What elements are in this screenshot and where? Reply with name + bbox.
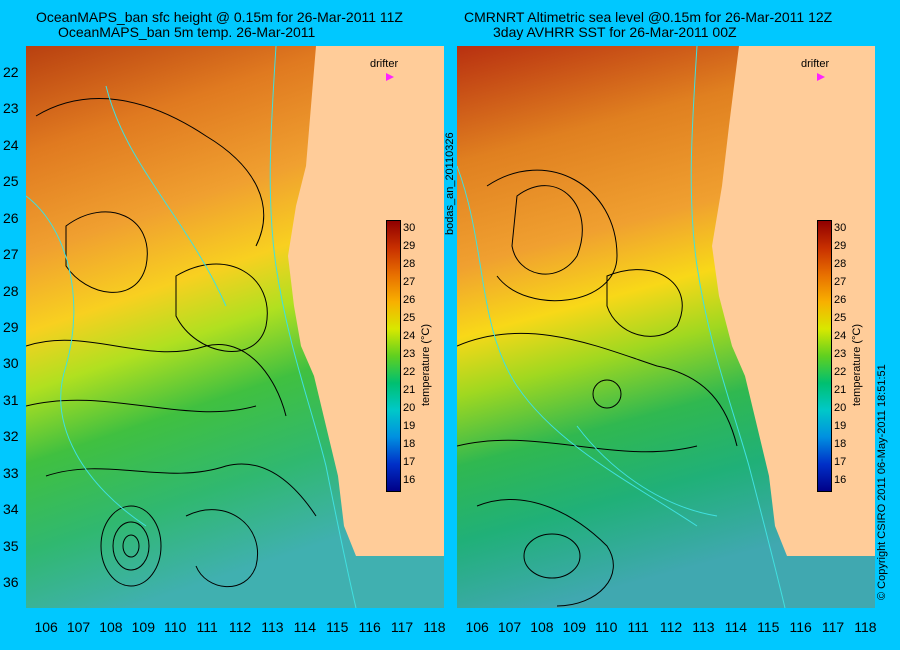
lon-tick-label-left: 115: [326, 620, 348, 634]
lon-tick-label-left: 116: [358, 620, 380, 634]
drifter-label-right: drifter: [801, 58, 829, 70]
right-map-panel: drifter temperature (°C) 30 29 28 27 26 25 24 2…: [457, 46, 875, 608]
colorbar-tick-label: 26: [834, 295, 846, 306]
colorbar-tick-label: 16: [834, 475, 846, 486]
lon-tick-label-left: 113: [261, 620, 283, 634]
left-map-panel: drifter temperature (°C) 30 29 28 27 26 25 24 2…: [26, 46, 444, 608]
colorbar-tick-label: 19: [403, 421, 415, 432]
colorbar-tick-label: 26: [403, 295, 415, 306]
colorbar-tick-label: 24: [403, 331, 415, 342]
colorbar-tick-label: 28: [403, 259, 415, 270]
lon-tick-label-left: 112: [229, 620, 251, 634]
colorbar-tick-label: 18: [834, 439, 846, 450]
left-title-line2: OceanMAPS_ban 5m temp. 26-Mar-2011: [58, 25, 315, 40]
colorbar-tick-label: 30: [834, 223, 846, 234]
colorbar-tick-label: 30: [403, 223, 415, 234]
right-map-svg: [457, 46, 875, 608]
lat-tick-label: 27: [3, 247, 19, 261]
lon-tick-label-left: 107: [67, 620, 90, 634]
drifter-label-left: drifter: [370, 58, 398, 70]
lon-tick-label-right: 117: [822, 620, 844, 634]
colorbar-tick-label: 16: [403, 475, 415, 486]
lon-tick-label-right: 107: [498, 620, 521, 634]
lon-tick-label-right: 111: [627, 620, 648, 634]
colorbar-left-title: temperature (°C): [420, 324, 432, 406]
lat-tick-label: 32: [3, 429, 19, 443]
right-title-line2: 3day AVHRR SST for 26-Mar-2011 00Z: [493, 25, 737, 40]
colorbar-tick-label: 25: [834, 313, 846, 324]
lon-tick-label-right: 109: [563, 620, 586, 634]
lon-tick-label-left: 114: [294, 620, 316, 634]
colorbar-tick-label: 21: [834, 385, 846, 396]
lon-tick-label-right: 116: [789, 620, 811, 634]
left-map-svg: [26, 46, 444, 608]
lon-tick-label-right: 113: [692, 620, 714, 634]
lon-tick-label-right: 106: [465, 620, 488, 634]
lon-tick-label-left: 111: [196, 620, 217, 634]
colorbar-tick-label: 27: [403, 277, 415, 288]
lat-tick-label: 33: [3, 466, 19, 480]
lat-tick-label: 31: [3, 393, 19, 407]
colorbar-tick-label: 21: [403, 385, 415, 396]
colorbar-tick-label: 17: [834, 457, 846, 468]
lat-tick-label: 30: [3, 356, 19, 370]
colorbar-tick-label: 29: [834, 241, 846, 252]
lon-tick-label-left: 106: [34, 620, 57, 634]
lon-tick-label-right: 118: [854, 620, 876, 634]
lat-tick-label: 24: [3, 138, 19, 152]
colorbar-tick-label: 25: [403, 313, 415, 324]
colorbar-right-title: temperature (°C): [851, 324, 863, 406]
right-title-line1: CMRNRT Altimetric sea level @0.15m for 2…: [464, 10, 832, 25]
lat-tick-label: 36: [3, 575, 19, 589]
lat-tick-label: 23: [3, 101, 19, 115]
lat-tick-label: 26: [3, 211, 19, 225]
colorbar-tick-label: 19: [834, 421, 846, 432]
lat-tick-label: 22: [3, 65, 19, 79]
lon-tick-label-right: 108: [530, 620, 553, 634]
lon-tick-label-left: 108: [99, 620, 122, 634]
colorbar-tick-label: 22: [403, 367, 415, 378]
colorbar-tick-label: 29: [403, 241, 415, 252]
lon-tick-label-left: 117: [391, 620, 413, 634]
colorbar-tick-label: 20: [403, 403, 415, 414]
lat-tick-label: 25: [3, 174, 19, 188]
lat-tick-label: 28: [3, 284, 19, 298]
lon-tick-label-right: 114: [725, 620, 747, 634]
left-title-line1: OceanMAPS_ban sfc height @ 0.15m for 26-…: [36, 10, 403, 25]
lon-tick-label-right: 115: [757, 620, 779, 634]
colorbar-tick-label: 20: [834, 403, 846, 414]
lat-tick-label: 29: [3, 320, 19, 334]
lat-tick-label: 34: [3, 502, 19, 516]
colorbar-tick-label: 23: [403, 349, 415, 360]
lon-tick-label-left: 118: [423, 620, 445, 634]
colorbar-tick-label: 17: [403, 457, 415, 468]
colorbar-tick-label: 27: [834, 277, 846, 288]
colorbar-tick-label: 18: [403, 439, 415, 450]
copyright-label: © Copyright CSIRO 2011 06-May-2011 18:51…: [876, 364, 888, 600]
run-id-label: bodas_an_20110326: [444, 132, 456, 235]
lat-tick-label: 35: [3, 539, 19, 553]
lon-tick-label-left: 109: [132, 620, 155, 634]
lon-tick-label-right: 110: [595, 620, 617, 634]
drifter-marker-right: [817, 73, 825, 81]
colorbar-left: [386, 220, 401, 492]
drifter-marker-left: [386, 73, 394, 81]
colorbar-tick-label: 23: [834, 349, 846, 360]
lon-tick-label-left: 110: [164, 620, 186, 634]
colorbar-tick-label: 24: [834, 331, 846, 342]
lon-tick-label-right: 112: [660, 620, 682, 634]
colorbar-right: [817, 220, 832, 492]
colorbar-tick-label: 28: [834, 259, 846, 270]
colorbar-tick-label: 22: [834, 367, 846, 378]
